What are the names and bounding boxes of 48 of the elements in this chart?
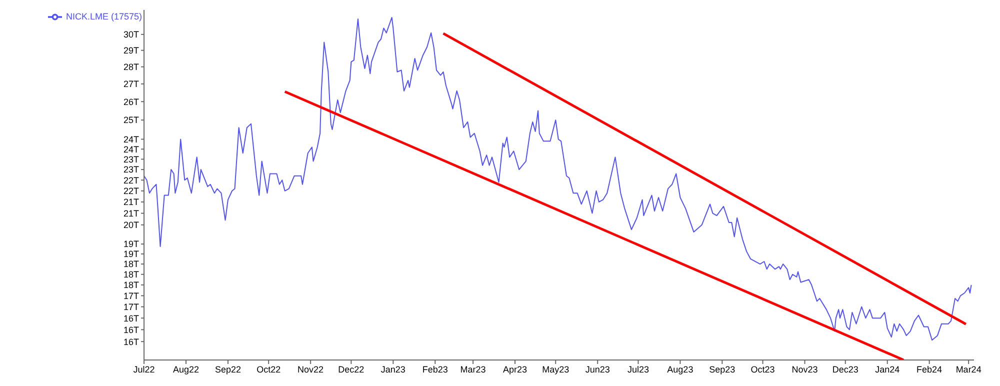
x-tick-label: Oct23 xyxy=(750,364,775,374)
x-tick-label: Jun23 xyxy=(585,364,610,374)
y-tick-label: 18T xyxy=(124,280,140,290)
y-tick-label: 20T xyxy=(124,220,140,230)
x-tick-label: Sep23 xyxy=(709,364,736,374)
y-tick-label: 28T xyxy=(124,62,140,72)
x-tick-label: May23 xyxy=(542,364,570,374)
x-tick-label: Sep22 xyxy=(214,364,241,374)
y-tick-label: 16T xyxy=(124,313,140,324)
x-tick-label: Oct22 xyxy=(256,364,281,374)
y-tick-label: 21T xyxy=(124,197,140,208)
y-tick-label: 18T xyxy=(124,259,140,270)
y-tick-label: 16T xyxy=(124,324,140,335)
y-tick-label: 22T xyxy=(124,186,140,196)
y-tick-label: 27T xyxy=(124,79,140,90)
x-tick-label: Apr23 xyxy=(502,364,528,374)
y-tick-label: 25T xyxy=(124,115,140,126)
x-tick-label: Jul23 xyxy=(627,364,649,374)
y-tick-label: 19T xyxy=(124,249,140,260)
y-tick-label: 23T xyxy=(124,164,140,175)
y-tick-label: 29T xyxy=(124,46,140,56)
x-tick-label: Jan24 xyxy=(875,364,900,374)
y-tick-label: 23T xyxy=(124,154,140,164)
y-tick-label: 24T xyxy=(124,144,140,154)
x-tick-label: Dec23 xyxy=(832,364,858,374)
y-tick-label: 18T xyxy=(124,270,140,280)
x-tick-label: Feb24 xyxy=(916,364,942,374)
x-tick-label: Mar24 xyxy=(956,364,982,374)
y-tick-label: 22T xyxy=(124,175,140,186)
x-tick-label: Dec22 xyxy=(338,364,364,374)
x-tick-label: Nov23 xyxy=(792,364,818,374)
y-tick-label: 19T xyxy=(124,239,140,250)
x-tick-label: Aug23 xyxy=(667,364,694,374)
y-tick-label: 21T xyxy=(124,208,140,218)
x-tick-label: Aug22 xyxy=(172,364,200,374)
y-tick-label: 26T xyxy=(124,96,140,107)
x-tick-label: Mar23 xyxy=(460,364,486,374)
x-tick-label: Nov22 xyxy=(298,364,324,374)
y-tick-label: 24T xyxy=(124,134,140,144)
x-tick-label: Jan23 xyxy=(380,364,406,374)
y-tick-label: 30T xyxy=(124,30,140,40)
x-tick-label: Feb23 xyxy=(422,364,448,374)
y-tick-label: 16T xyxy=(124,336,140,347)
x-tick-label: Jul22 xyxy=(133,364,155,374)
y-tick-label: 17T xyxy=(124,290,140,301)
y-tick-label: 17T xyxy=(124,302,140,312)
legend-label: NICK.LME (17575) xyxy=(66,11,142,22)
line-series xyxy=(144,16,972,341)
